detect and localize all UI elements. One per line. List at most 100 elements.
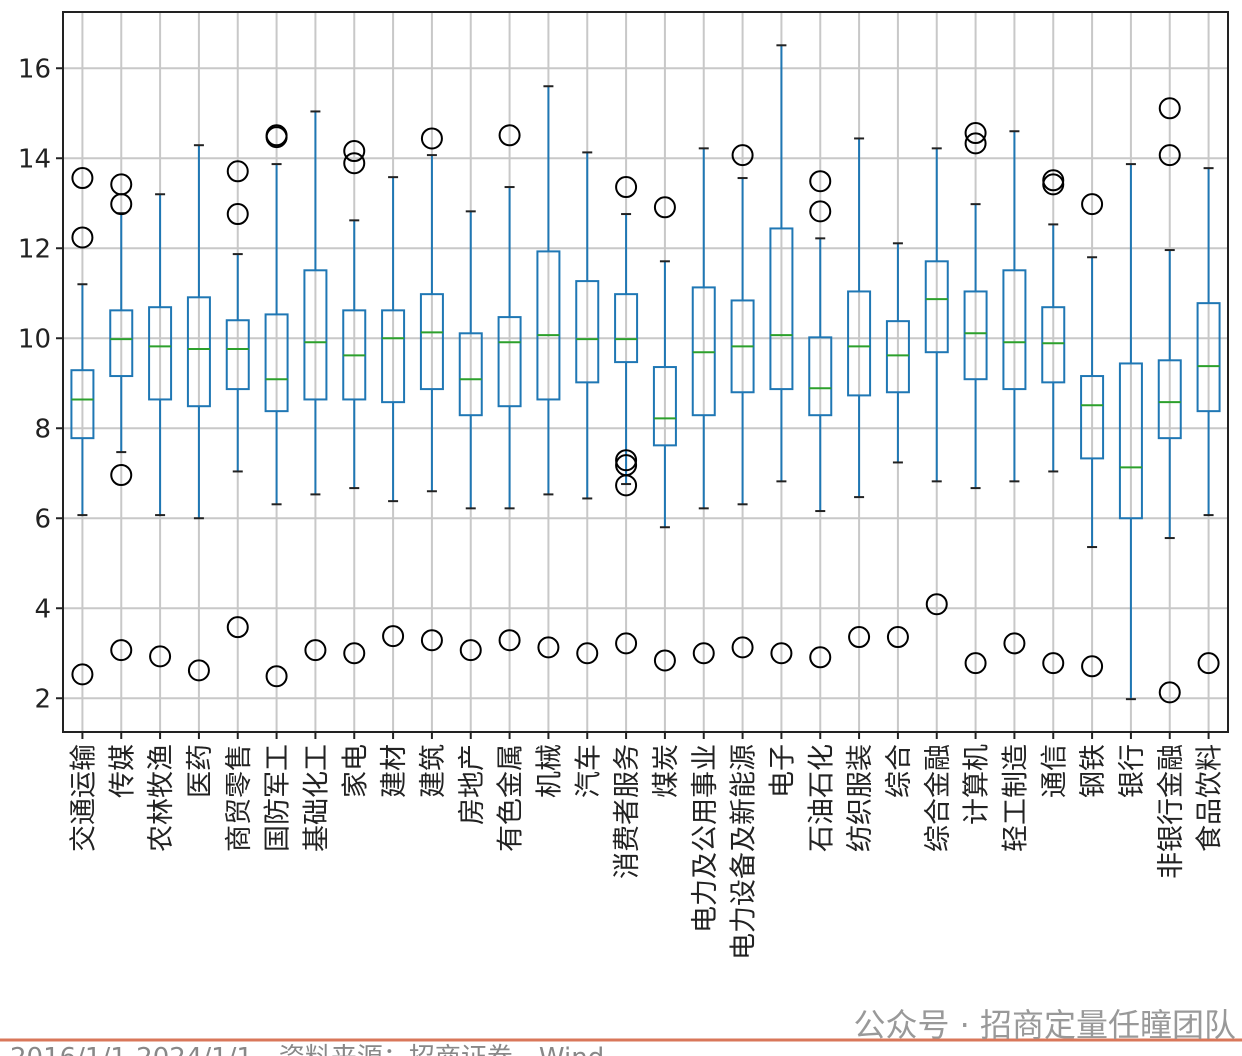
box bbox=[652, 366, 677, 447]
flier bbox=[615, 176, 638, 199]
flier bbox=[382, 625, 405, 648]
x-tick-label: 机械 bbox=[534, 744, 565, 798]
y-tick-label: 4 bbox=[34, 594, 51, 624]
x-tick-label: 综合 bbox=[884, 744, 915, 798]
watermark: 公众号 · 招商定量任瞳团队 bbox=[853, 1006, 1236, 1044]
flier bbox=[925, 593, 948, 616]
flier bbox=[615, 474, 638, 497]
y-tick-label: 16 bbox=[18, 54, 51, 84]
flier bbox=[653, 196, 676, 219]
box bbox=[536, 250, 561, 401]
flier bbox=[809, 170, 832, 193]
box bbox=[1080, 375, 1105, 460]
box bbox=[70, 369, 95, 440]
y-tick-label: 2 bbox=[34, 684, 51, 714]
flier bbox=[265, 126, 288, 149]
flier bbox=[343, 140, 366, 163]
x-tick-label: 建筑 bbox=[418, 744, 449, 798]
flier bbox=[226, 616, 249, 639]
x-tick-label: 房地产 bbox=[457, 744, 488, 825]
flier bbox=[809, 200, 832, 223]
box bbox=[847, 290, 872, 397]
x-tick-label: 商贸零售 bbox=[224, 744, 255, 852]
flier bbox=[731, 144, 754, 167]
flier bbox=[537, 636, 560, 659]
flier bbox=[1003, 632, 1026, 655]
flier bbox=[1158, 144, 1181, 167]
box bbox=[808, 336, 833, 417]
x-tick-label: 钢铁 bbox=[1078, 744, 1109, 798]
flier bbox=[71, 663, 94, 686]
x-tick-label: 家电 bbox=[340, 744, 371, 798]
flier bbox=[848, 626, 871, 649]
flier bbox=[809, 646, 832, 669]
flier bbox=[886, 626, 909, 649]
x-tick-label: 农林牧渔 bbox=[146, 744, 177, 852]
flier bbox=[964, 122, 987, 145]
flier bbox=[459, 639, 482, 662]
y-tick-label: 8 bbox=[34, 414, 51, 444]
x-tick-label: 消费者服务 bbox=[612, 744, 643, 879]
flier bbox=[770, 642, 793, 665]
flier bbox=[343, 642, 366, 665]
x-tick-label: 医药 bbox=[185, 744, 216, 798]
box bbox=[885, 320, 910, 394]
box bbox=[963, 290, 988, 381]
x-tick-label: 电子 bbox=[767, 744, 798, 798]
x-tick-label: 煤炭 bbox=[651, 744, 682, 798]
x-tick-label: 交通运输 bbox=[68, 744, 99, 852]
box bbox=[1118, 362, 1143, 520]
x-tick-label: 通信 bbox=[1039, 744, 1070, 798]
x-tick-label: 计算机 bbox=[962, 744, 993, 825]
flier bbox=[110, 193, 133, 216]
x-tick-label: 国防军工 bbox=[263, 744, 294, 852]
box bbox=[458, 332, 483, 417]
box bbox=[419, 293, 444, 391]
box bbox=[1157, 359, 1182, 440]
box bbox=[303, 269, 328, 401]
flier bbox=[1197, 652, 1220, 675]
box bbox=[148, 306, 173, 401]
plot-frame bbox=[62, 11, 1229, 733]
x-tick-label: 轻工制造 bbox=[1000, 744, 1031, 852]
y-tick-label: 10 bbox=[18, 324, 51, 354]
flier bbox=[653, 649, 676, 672]
flier bbox=[187, 659, 210, 682]
flier bbox=[1081, 193, 1104, 216]
x-tick-label: 电力及公用事业 bbox=[690, 744, 721, 933]
y-tick-label: 14 bbox=[18, 144, 51, 174]
flier bbox=[576, 642, 599, 665]
flier bbox=[1042, 173, 1065, 196]
flier bbox=[304, 639, 327, 662]
flier bbox=[615, 449, 638, 472]
box bbox=[614, 293, 639, 364]
x-tick-label: 电力设备及新能源 bbox=[729, 744, 760, 960]
flier bbox=[420, 127, 443, 150]
flier bbox=[110, 464, 133, 487]
x-tick-label: 银行 bbox=[1117, 744, 1148, 798]
box bbox=[381, 309, 406, 404]
flier bbox=[964, 132, 987, 155]
box bbox=[1002, 269, 1027, 391]
flier bbox=[420, 629, 443, 652]
source-note: 2016/1/1-2024/1/1，资料来源：招商证券，Wind bbox=[10, 1043, 604, 1056]
x-tick-label: 有色金属 bbox=[496, 744, 527, 852]
box bbox=[264, 313, 289, 413]
x-tick-label: 纺织服装 bbox=[845, 744, 876, 852]
flier bbox=[1081, 655, 1104, 678]
flier bbox=[226, 160, 249, 183]
x-tick-label: 综合金融 bbox=[923, 744, 954, 852]
flier bbox=[692, 642, 715, 665]
flier bbox=[265, 665, 288, 688]
flier bbox=[149, 645, 172, 668]
flier bbox=[226, 203, 249, 226]
x-tick-label: 食品饮料 bbox=[1195, 744, 1226, 852]
flier bbox=[110, 639, 133, 662]
box bbox=[186, 296, 211, 408]
x-tick-label: 非银行金融 bbox=[1156, 744, 1187, 879]
y-tick-label: 6 bbox=[34, 504, 51, 534]
flier bbox=[1158, 681, 1181, 704]
box bbox=[575, 280, 600, 384]
